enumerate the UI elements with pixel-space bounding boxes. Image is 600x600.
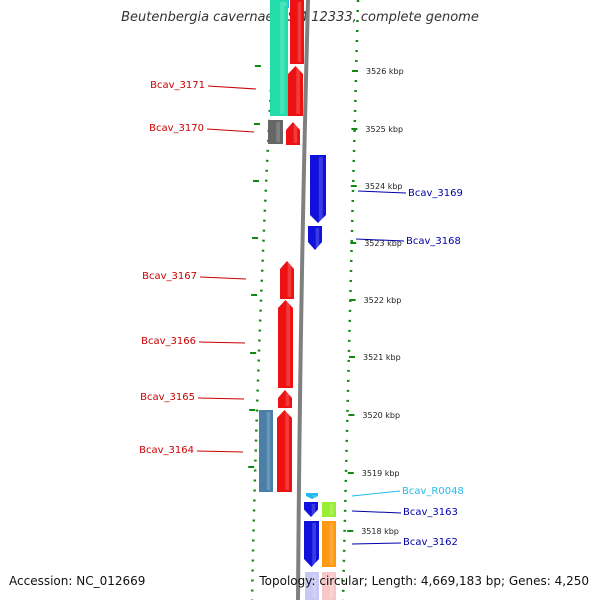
gray-feature-block: [268, 120, 283, 144]
forward-arrow-bcav-3165: [278, 390, 292, 408]
block-highlight: [286, 302, 290, 386]
faded-reverse-block: [305, 572, 319, 600]
kbp-tick-label: 3525 kbp: [365, 125, 403, 134]
left-dotted-guide: [250, 0, 278, 600]
gene-leader-line: [351, 542, 402, 545]
block-highlight: [329, 523, 334, 565]
gene-leader-line: [351, 490, 401, 497]
lime-feature-block: [322, 502, 336, 517]
forward-arrow-bcav-3171: [288, 66, 303, 116]
reverse-arrow-bcav-3162: [304, 521, 319, 567]
block-highlight: [285, 392, 290, 406]
steel-feature-block: [259, 410, 273, 492]
kbp-tick-label: 3526 kbp: [366, 67, 404, 76]
kbp-tick-label: 3522 kbp: [364, 296, 402, 305]
block-highlight: [311, 504, 316, 515]
kbp-tick-label: 3520 kbp: [362, 411, 400, 420]
gene-label[interactable]: Bcav_3163: [403, 507, 458, 518]
gene-label[interactable]: Bcav_3168: [406, 236, 461, 247]
gene-label[interactable]: Bcav_3162: [403, 537, 458, 548]
forward-feature-top: [290, 0, 304, 64]
teal-feature-block: [270, 0, 288, 116]
gene-label[interactable]: Bcav_3169: [408, 188, 463, 199]
gene-leader-line: [199, 276, 247, 280]
faded-forward-block: [322, 572, 336, 600]
gene-label[interactable]: Bcav_3164: [139, 445, 194, 456]
block-highlight: [266, 412, 271, 490]
block-highlight: [318, 157, 323, 221]
rna-arrow-bcav-r0048: [306, 493, 318, 499]
genome-summary-text: Topology: circular; Length: 4,669,183 bp…: [259, 574, 589, 588]
gene-label[interactable]: Bcav_R0048: [402, 486, 464, 497]
orange-feature-block: [322, 521, 336, 567]
forward-arrow-bcav-3166: [278, 300, 293, 388]
gene-label[interactable]: Bcav_3167: [142, 271, 197, 282]
gene-leader-line: [198, 341, 246, 344]
gene-label[interactable]: Bcav_3166: [141, 336, 196, 347]
gene-label[interactable]: Bcav_3170: [149, 123, 204, 134]
block-highlight: [312, 574, 317, 598]
reverse-arrow-bcav-3168: [308, 226, 322, 250]
block-highlight: [312, 495, 316, 497]
kbp-tick-label: 3524 kbp: [365, 182, 403, 191]
forward-arrow-bcav-3170: [286, 122, 300, 145]
gene-leader-line: [207, 85, 257, 90]
reverse-arrow-bcav-3163: [304, 502, 318, 517]
accession-text: Accession: NC_012669: [9, 574, 146, 588]
block-highlight: [315, 228, 320, 248]
block-highlight: [276, 122, 280, 142]
gene-leader-line: [351, 510, 402, 514]
kbp-tick-label: 3521 kbp: [363, 353, 401, 362]
gene-leader-line: [355, 238, 405, 242]
block-highlight: [285, 412, 289, 490]
gene-label[interactable]: Bcav_3165: [140, 392, 195, 403]
block-highlight: [329, 574, 334, 598]
gene-leader-line: [197, 397, 245, 400]
forward-arrow-bcav-3164: [277, 410, 292, 492]
gene-label[interactable]: Bcav_3171: [150, 80, 205, 91]
block-highlight: [287, 263, 292, 297]
block-highlight: [296, 68, 300, 114]
gene-leader-line: [357, 190, 407, 194]
block-highlight: [297, 2, 302, 62]
block-highlight: [293, 124, 298, 143]
kbp-tick-label: 3518 kbp: [361, 527, 399, 536]
forward-arrow-bcav-3167: [280, 261, 294, 299]
kbp-tick-label: 3523 kbp: [364, 239, 402, 248]
reverse-arrow-bcav-3169: [310, 155, 326, 223]
block-highlight: [279, 2, 285, 114]
block-highlight: [329, 504, 334, 515]
block-highlight: [283, 2, 287, 6]
gene-leader-line: [206, 128, 255, 133]
kbp-tick-label: 3519 kbp: [362, 469, 400, 478]
gene-leader-line: [196, 450, 244, 453]
genome-backbone: [296, 0, 310, 600]
block-highlight: [312, 523, 316, 565]
